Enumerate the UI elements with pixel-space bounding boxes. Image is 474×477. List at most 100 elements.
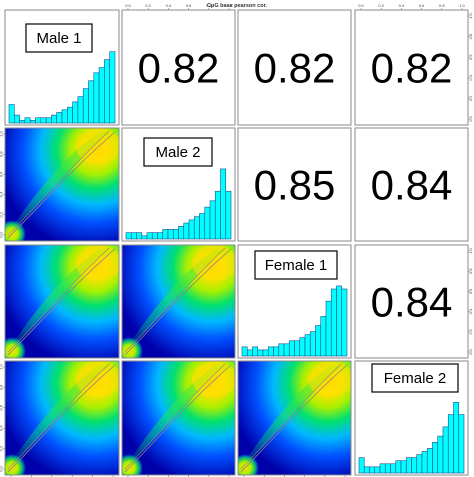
variable-label: Female 1 xyxy=(265,257,328,274)
histogram-bar xyxy=(384,463,391,474)
correlation-value: 0.82 xyxy=(371,45,453,92)
tick-label: 0.8 xyxy=(0,151,4,157)
histogram-bar xyxy=(14,114,20,124)
tick-label: 0.8 xyxy=(468,33,473,39)
histogram-bar xyxy=(151,232,158,240)
histogram-bar xyxy=(426,448,433,474)
histogram-bar xyxy=(162,229,169,240)
histogram-bar xyxy=(72,101,79,124)
tick-label: 0.4 xyxy=(468,308,473,314)
tick-label: 0.8 xyxy=(206,3,212,8)
histogram-bar xyxy=(447,414,454,474)
tick-label: 0.6 xyxy=(0,171,4,177)
histogram-bar xyxy=(458,414,465,474)
fit-line xyxy=(124,364,232,473)
histogram-bar xyxy=(421,451,428,474)
histogram-bar xyxy=(330,288,337,357)
histogram-bar xyxy=(374,466,381,474)
fit-line xyxy=(7,364,116,473)
histogram-bar xyxy=(193,216,200,240)
histogram-bar xyxy=(146,232,153,240)
tick-label: 0.6 xyxy=(419,3,425,8)
histogram-bar xyxy=(214,190,221,240)
corr-panel-0-3: 0.82 xyxy=(354,9,469,126)
tick-label: 0.2 xyxy=(468,95,473,101)
tick-label: 0.4 xyxy=(166,3,172,8)
density-panel-3-1 xyxy=(121,360,236,476)
histogram-bar xyxy=(437,435,444,474)
fit-line xyxy=(240,364,348,473)
tick-label: 0.2 xyxy=(378,3,384,8)
histogram-panel-3: Female 2 xyxy=(354,360,469,476)
histogram-bar xyxy=(257,349,264,357)
tick-label: 0.0 xyxy=(468,348,473,354)
variable-label-box xyxy=(254,250,338,280)
histogram-bar xyxy=(51,114,58,124)
tick-label: 0.8 xyxy=(0,384,4,390)
left-ticks: 0.0 0.2 0.4 0.6 0.8 1.0 0.0 0.2 0.4 0.6 0.8 1.0 xyxy=(0,130,5,472)
histogram-bar xyxy=(267,346,274,357)
tick-label: 1.0 xyxy=(468,12,473,18)
histogram-bar xyxy=(56,112,63,124)
tick-label: 0.2 xyxy=(145,3,151,8)
histogram-bar xyxy=(35,117,42,124)
tick-label: 0.2 xyxy=(0,445,4,451)
histogram-bar xyxy=(157,232,164,240)
tick-label: 0.0 xyxy=(125,3,131,8)
histogram-bar xyxy=(167,229,174,240)
histogram-bar xyxy=(395,460,402,474)
density-panel-1-0 xyxy=(4,127,120,242)
histogram-bar xyxy=(178,225,185,240)
density-peak xyxy=(75,245,119,282)
density-peak xyxy=(75,361,119,398)
histogram-bar xyxy=(315,325,322,357)
tick-label: 0.6 xyxy=(468,54,473,60)
density-peak xyxy=(192,361,235,398)
density-panel-2-1 xyxy=(121,244,236,359)
tick-label: 0.2 xyxy=(0,211,4,217)
density-peak xyxy=(192,245,235,282)
histogram-bar xyxy=(379,463,386,474)
histogram-bar xyxy=(358,457,365,474)
corr-panel-0-2: 0.82 xyxy=(237,9,352,126)
tick-label: 1.0 xyxy=(226,3,232,8)
histogram-bar xyxy=(183,222,190,240)
tick-label: 0.0 xyxy=(0,231,4,237)
right-ticks: 0.0 0.2 0.4 0.6 0.8 1.0 0.0 0.2 0.4 0.6 0.8 1.0 xyxy=(468,12,473,355)
tick-label: 0.8 xyxy=(468,268,473,274)
tick-label: 0.0 xyxy=(468,115,473,121)
tick-label: 0.6 xyxy=(186,3,192,8)
histogram-panel-0: Male 1 xyxy=(4,9,120,126)
corr-panel-1-2: 0.85 xyxy=(237,127,352,242)
fit-line-secondary xyxy=(124,363,226,470)
corr-panel-2-3: 0.84 xyxy=(354,244,469,359)
density-panel-2-0 xyxy=(4,244,120,359)
variable-label: Male 2 xyxy=(155,144,200,161)
histogram-bar xyxy=(40,117,47,124)
histogram-bar xyxy=(278,343,285,357)
correlation-value: 0.82 xyxy=(138,45,220,92)
variable-label-box xyxy=(371,363,459,393)
histogram-bar xyxy=(246,349,253,357)
tick-label: 1.0 xyxy=(468,247,473,253)
fit-line-secondary xyxy=(240,363,342,470)
tick-label: 0.4 xyxy=(468,74,473,80)
histogram-bar xyxy=(82,88,89,124)
histogram-bar xyxy=(304,334,311,357)
histogram-panel-2: Female 1 xyxy=(237,244,352,359)
histogram-bar xyxy=(98,67,105,124)
histogram-bar xyxy=(325,300,332,357)
density-peak xyxy=(308,361,351,398)
histogram-bar xyxy=(363,466,370,474)
histogram-bar xyxy=(432,441,439,474)
histogram-bar xyxy=(8,104,15,124)
histogram-bar xyxy=(283,343,290,357)
histogram-bar xyxy=(220,168,227,240)
histogram-bar xyxy=(309,331,316,357)
tick-label: 1.0 xyxy=(459,3,465,8)
tick-label: 0.8 xyxy=(439,3,445,8)
histogram-bar xyxy=(88,80,95,124)
panels: 0.82 0.82 0.82 0.85 0.84 0.84 Male 1 Male 2 Fema… xyxy=(4,9,469,476)
fit-line xyxy=(124,248,232,356)
histogram-bar xyxy=(136,232,143,240)
